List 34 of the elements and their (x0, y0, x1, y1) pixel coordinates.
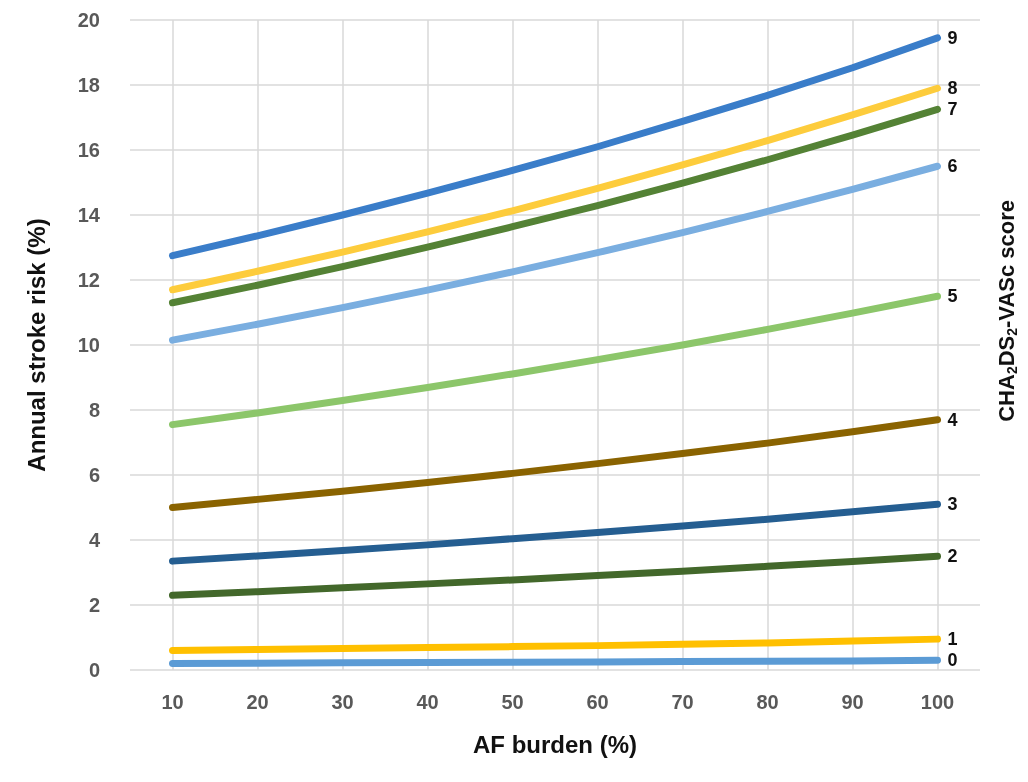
x-axis-title: AF burden (%) (473, 730, 637, 758)
y-tick-label: 2 (88, 594, 100, 616)
y-tick-label: 4 (88, 529, 101, 551)
x-tick-label: 90 (841, 691, 864, 713)
series-label: 1 (947, 629, 958, 650)
y-tick-label: 10 (77, 334, 100, 356)
y-tick-label: 20 (77, 9, 100, 31)
series-label: 9 (947, 27, 958, 48)
x-tick-label: 50 (501, 691, 524, 713)
x-tick-label: 80 (756, 691, 779, 713)
y2-axis-title: CHA2DS2-VASc score (993, 200, 1020, 422)
y-axis-title: Annual stroke risk (%) (22, 218, 50, 472)
x-tick-label: 30 (331, 691, 354, 713)
y-tick-label: 6 (88, 464, 100, 486)
series-label: 8 (947, 78, 958, 99)
y-tick-label: 12 (77, 269, 100, 291)
y-tick-label: 0 (88, 659, 100, 681)
x-tick-label: 100 (920, 691, 955, 713)
x-tick-label: 70 (671, 691, 694, 713)
y-tick-label: 14 (77, 204, 101, 226)
series-label: 6 (947, 156, 958, 177)
x-tick-label: 10 (161, 691, 184, 713)
series-label: 5 (947, 286, 958, 307)
series-label: 4 (947, 409, 958, 430)
y-tick-label: 8 (88, 399, 100, 421)
y-tick-label: 16 (77, 139, 100, 161)
x-tick-label: 20 (246, 691, 269, 713)
series-label: 2 (947, 546, 958, 567)
x-tick-label: 60 (586, 691, 609, 713)
series-label: 7 (947, 99, 958, 120)
y-tick-label: 18 (77, 74, 100, 96)
series-label: 3 (947, 494, 958, 515)
series-label: 0 (947, 650, 958, 671)
x-tick-label: 40 (416, 691, 439, 713)
